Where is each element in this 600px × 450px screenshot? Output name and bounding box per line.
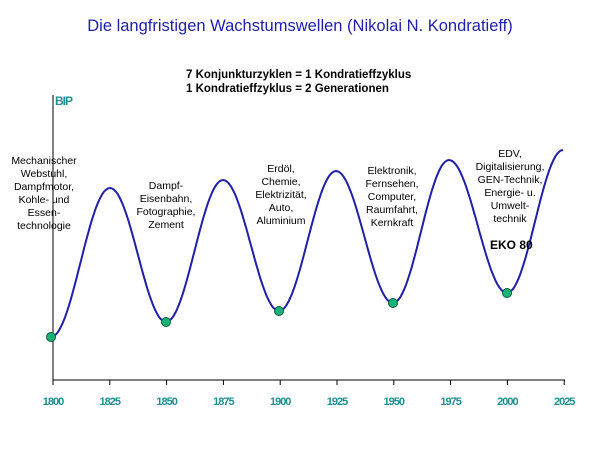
wave-label-4-line-3: Computer, [367, 191, 417, 203]
x-tick-label: 2000 [497, 396, 518, 408]
wave-label-2-line-1: Dampf- [148, 180, 184, 192]
x-tick-label: 1825 [100, 396, 121, 408]
x-axis-ticks: 1800 1825 1850 1875 1900 1925 1950 1975 2000 2025 [43, 380, 576, 408]
x-tick-label: 1875 [213, 396, 234, 408]
x-tick-label: 1900 [270, 396, 291, 408]
wave-label-3-line-5: Aluminium [256, 215, 306, 227]
x-tick-label: 1925 [327, 396, 348, 408]
wave-label-2-line-3: Fotographie, [136, 206, 196, 218]
wave-label-4-line-1: Elektronik, [367, 165, 417, 177]
wave-label-2-line-2: Eisenbahn, [139, 193, 193, 205]
wave-label-5-line-4: Energie- u. [484, 187, 536, 199]
wave-label-5-line-5: Umwelt- [490, 200, 530, 212]
wave-label-3-line-1: Erdöl, [267, 163, 295, 175]
x-tick-label: 1950 [384, 396, 405, 408]
wave-label-3: Erdöl, Chemie, Elektrizität, Auto, Alumi… [241, 163, 321, 228]
wave-label-5: EDV, Digitalisierung, GEN-Technik, Energ… [470, 148, 550, 226]
wave-label-1-line-6: technologie [17, 220, 71, 232]
wave-label-4-line-2: Fernsehen, [365, 178, 419, 190]
wave-label-1-line-3: Dampfmotor, [13, 181, 75, 193]
trough-marker [46, 332, 56, 342]
wave-label-4-line-4: Raumfahrt, [366, 204, 418, 216]
trough-marker [161, 317, 171, 327]
wave-label-3-line-3: Elektrizität, [255, 189, 307, 201]
wave-label-5-line-6: technik [493, 213, 527, 225]
kondratieff-wave-curve [50, 149, 564, 338]
wave-label-1-line-4: Kohle- und [18, 194, 70, 206]
wave-label-1-line-5: Essen- [27, 207, 61, 219]
trough-marker [502, 288, 512, 298]
trough-marker [388, 298, 398, 308]
wave-label-2-line-4: Zement [148, 219, 184, 231]
wave-label-1: Mechanischer Webstuhl, Dampfmotor, Kohle… [4, 155, 84, 233]
x-tick-label: 1975 [440, 396, 461, 408]
wave-label-5-line-1: EDV, [498, 148, 522, 160]
subtitle-line-1: 7 Konjunkturzyklen = 1 Kondratieffzyklus [186, 69, 412, 81]
x-tick-label: 1800 [43, 396, 64, 408]
wave-label-1-line-1: Mechanischer [11, 155, 77, 167]
eko-80-label: EKO 80 [490, 238, 533, 252]
wave-label-2: Dampf- Eisenbahn, Fotographie, Zement [126, 180, 206, 232]
y-axis-label: BIP [55, 94, 73, 108]
wave-label-5-line-2: Digitalisierung, [475, 161, 545, 173]
wave-label-3-line-2: Chemie, [261, 176, 301, 188]
subtitle-line-2: 1 Kondratieffzyklus = 2 Generationen [186, 83, 389, 95]
diagram-title: Die langfristigen Wachstumswellen (Nikol… [87, 17, 513, 35]
wave-trough-markers [46, 288, 512, 342]
trough-marker [274, 306, 284, 316]
wave-label-4-line-5: Kernkraft [370, 217, 414, 229]
x-tick-label: 1850 [156, 396, 177, 408]
wave-label-5-line-3: GEN-Technik, [477, 174, 543, 186]
wave-label-3-line-4: Auto, [268, 202, 294, 214]
x-tick-label: 2025 [554, 396, 575, 408]
wave-label-4: Elektronik, Fernsehen, Computer, Raumfah… [352, 165, 432, 230]
subtitle: 7 Konjunkturzyklen = 1 Kondratieffzyklus… [186, 68, 411, 96]
wave-label-1-line-2: Webstuhl, [20, 168, 68, 180]
